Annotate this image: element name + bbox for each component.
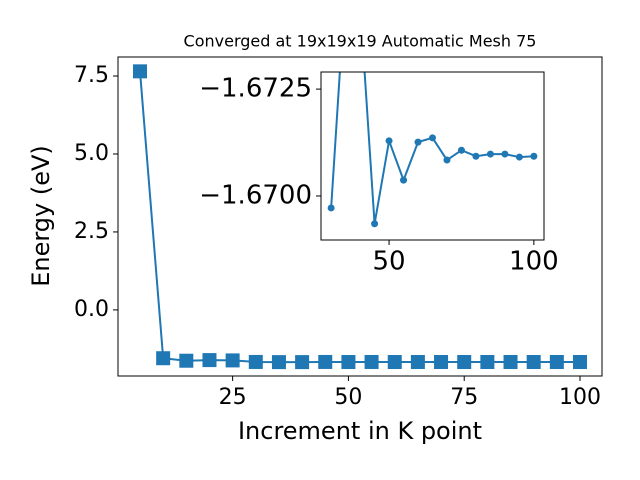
x-tick-label: 100 xyxy=(509,247,559,277)
marker xyxy=(457,355,472,370)
marker xyxy=(133,64,147,79)
marker xyxy=(434,354,449,369)
plot-content xyxy=(133,64,587,370)
marker xyxy=(385,137,393,145)
x-tick-label: 50 xyxy=(373,247,406,277)
marker xyxy=(400,176,408,184)
marker xyxy=(486,150,494,158)
marker xyxy=(364,354,379,369)
marker xyxy=(295,355,310,370)
marker xyxy=(371,220,379,228)
y-tick-label: −1.6725 xyxy=(199,74,312,104)
plot-frame xyxy=(320,71,545,241)
marker xyxy=(526,354,541,369)
marker xyxy=(573,354,587,369)
marker xyxy=(225,353,240,368)
marker xyxy=(429,134,436,142)
marker xyxy=(341,355,356,370)
x-tick-label: 75 xyxy=(450,385,478,410)
marker xyxy=(387,355,402,370)
y-tick-label: 2.5 xyxy=(74,219,109,244)
marker xyxy=(202,353,217,368)
marker xyxy=(271,355,286,370)
y-tick-label: 5.0 xyxy=(74,141,109,166)
plot-content xyxy=(327,0,538,228)
marker xyxy=(414,138,422,146)
x-tick-label: 50 xyxy=(334,385,362,410)
x-axis-label: Increment in K point xyxy=(238,417,482,445)
marker xyxy=(457,146,465,154)
y-tick-label: 7.5 xyxy=(74,63,109,88)
marker xyxy=(410,355,425,370)
marker xyxy=(472,152,480,160)
marker xyxy=(156,351,171,366)
marker xyxy=(248,354,263,369)
marker xyxy=(327,204,335,212)
x-tick-label: 100 xyxy=(559,385,601,410)
marker xyxy=(318,354,333,369)
marker xyxy=(480,354,495,369)
marker xyxy=(501,150,509,158)
marker xyxy=(549,354,564,369)
marker xyxy=(515,153,523,161)
x-tick-label: 25 xyxy=(219,385,247,410)
y-tick-label: −1.6700 xyxy=(199,180,312,210)
y-tick-label: 0.0 xyxy=(74,297,109,322)
chart-title: Converged at 19x19x19 Automatic Mesh 75 xyxy=(184,32,537,51)
marker xyxy=(530,152,538,160)
plot-frame xyxy=(117,56,603,377)
marker xyxy=(443,156,451,164)
marker xyxy=(357,0,364,7)
marker xyxy=(179,353,194,368)
y-axis-label: Energy (eV) xyxy=(27,145,55,287)
marker xyxy=(503,354,518,369)
